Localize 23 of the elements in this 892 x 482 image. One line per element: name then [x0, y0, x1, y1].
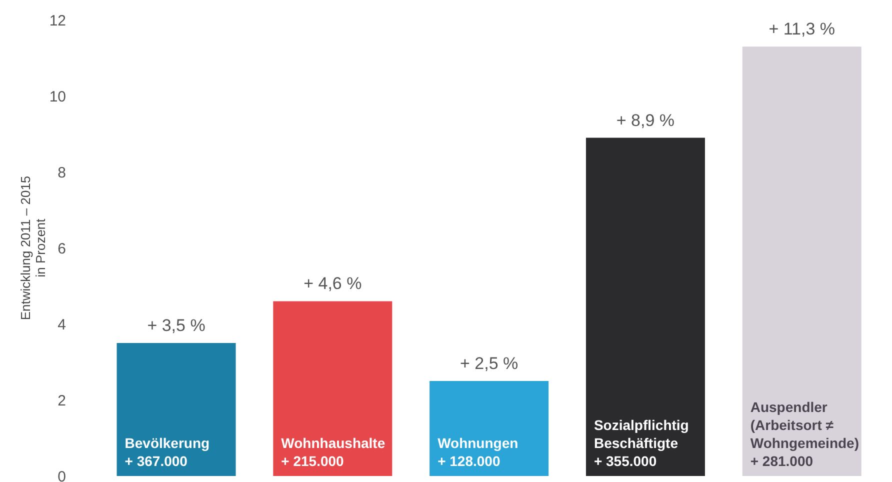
y-tick-label: 12: [49, 12, 66, 30]
bar: [430, 381, 549, 476]
y-tick-label: 6: [58, 240, 66, 258]
data-label: + 11,3 %: [768, 20, 836, 39]
data-label: + 2,5 %: [460, 354, 518, 373]
y-tick-label: 0: [58, 468, 66, 482]
y-tick-label: 8: [58, 164, 66, 182]
data-label: + 8,9 %: [616, 110, 675, 130]
x-tick-label: Sozialpflichtig Beschäftigte + 355.000: [594, 417, 689, 469]
bar: [742, 46, 862, 476]
data-label: + 3,5 %: [147, 316, 206, 335]
x-tick-label: Auspendler (Arbeitsort ≠ Wohngemeinde) + 281.000: [750, 399, 860, 469]
bar: [586, 138, 705, 476]
bar: [273, 301, 392, 476]
x-tick-label: Wohnhaushalte + 215.000: [281, 435, 386, 469]
x-tick-label: Wohnungen + 128.000: [438, 435, 518, 469]
y-axis-title: Entwicklung 2011 – 2015 in Prozent: [18, 176, 48, 320]
data-label: + 4,6 %: [304, 274, 362, 294]
bar: [116, 343, 236, 476]
y-tick-label: 2: [58, 392, 66, 410]
x-tick-label: Bevölkerung + 367.000: [124, 435, 210, 469]
y-tick-label: 4: [58, 316, 66, 334]
y-tick-label: 10: [49, 88, 66, 106]
